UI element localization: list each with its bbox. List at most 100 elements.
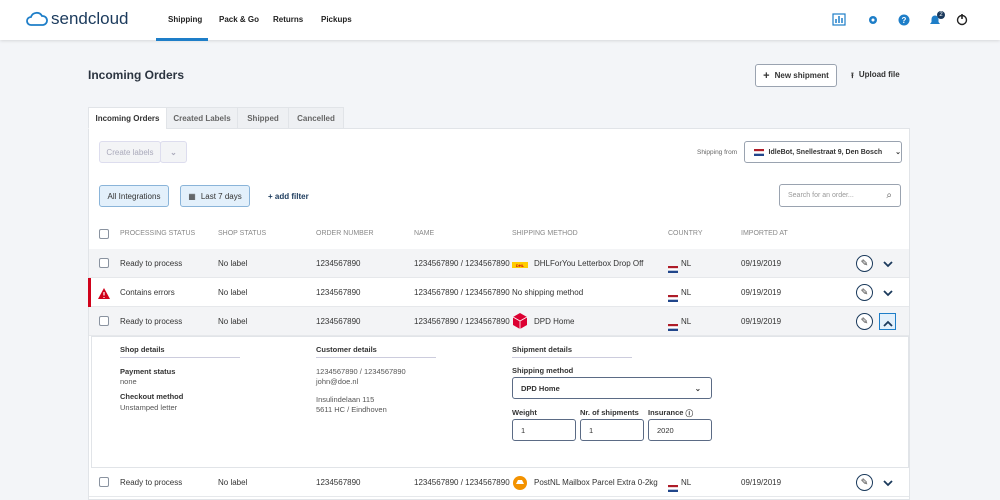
cell: No label [218,317,248,326]
section-title: Customer details [316,345,377,354]
cell: 1234567890 [316,288,361,297]
button-label: New shipment [774,71,829,80]
row-checkbox[interactable] [99,316,109,326]
logo-icon [26,11,48,26]
cell: NL [681,288,692,297]
column-header: ORDER NUMBER [316,230,374,237]
customer-line: 5611 HC / Eindhoven [316,405,387,414]
upload-file-button[interactable]: ⭱ Upload file [851,70,900,84]
weight-input[interactable]: 1 [512,419,576,441]
cell: PostNL Mailbox Parcel Extra 0-2kg [534,478,658,487]
field-label: Shipping method [512,366,574,375]
shipments-input[interactable]: 1 [580,419,644,441]
field-value: none [120,377,137,386]
label-text: Insurance [648,408,684,417]
search-placeholder: Search for an order... [788,192,854,199]
edit-button[interactable]: ✎ [856,284,873,301]
tab-active[interactable]: Incoming Orders [88,107,167,129]
cell: 1234567890 [316,317,361,326]
header-icons[interactable]: ? [832,12,982,28]
field-label: Weight [512,408,537,417]
chevron: ⌄ [694,383,701,393]
cell: No label [218,288,248,297]
table-row[interactable] [89,278,909,307]
chevron: ⌄ [895,149,901,156]
row-checkbox[interactable] [99,477,109,487]
tab[interactable]: Cancelled [288,107,344,129]
select-value: DPD Home [521,383,560,393]
nav-link[interactable]: Pack & Go [219,15,260,24]
divider [120,357,240,358]
cell: 1234567890 [316,478,361,487]
select-all-checkbox[interactable] [99,229,109,239]
cell: NL [681,478,692,487]
field-label: Nr. of shipments [580,408,639,417]
column-header: SHIPPING METHOD [512,230,578,237]
cell: NL [681,259,692,268]
expand-toggle[interactable] [879,474,896,491]
customer-line: 1234567890 / 1234567890 [316,367,406,376]
cell: Ready to process [120,478,183,487]
table-row[interactable] [89,249,909,278]
shipping-method-select[interactable]: DPD Home ⌄ [512,377,712,399]
calendar-icon: ▦ [188,191,196,201]
flag-nl [668,479,678,497]
cell: DPD Home [534,317,575,326]
tab[interactable]: Created Labels [166,107,238,129]
expand-toggle[interactable] [879,255,896,272]
info-icon[interactable]: ⓘ [685,409,693,418]
notification-badge: 2 [937,11,945,19]
create-labels-button[interactable]: Create labels [99,141,161,163]
cell: DHLForYou Letterbox Drop Off [534,259,644,268]
new-shipment-button[interactable]: + New shipment [755,64,837,87]
filter-chip[interactable]: ▦ Last 7 days [180,185,250,207]
filter-label: Last 7 days [200,191,242,201]
svg-text:DHL: DHL [516,263,525,268]
insurance-input[interactable]: 2020 [648,419,712,441]
nav-link[interactable]: Returns [273,15,304,24]
filter-chip[interactable]: All Integrations [99,185,169,207]
table-row[interactable] [89,307,909,336]
shipping-from-select[interactable]: IdleBot, Snellestraat 9, Den Bosch ⌄ [744,141,902,163]
cell: 09/19/2019 [741,317,782,326]
field-value: Unstamped letter [120,403,178,412]
nav-link[interactable]: Shipping [168,15,203,24]
expand-toggle[interactable] [879,284,896,301]
edit-button[interactable]: ✎ [856,313,873,330]
divider [316,357,436,358]
customer-line: john@doe.nl [316,377,359,386]
flag-nl [668,318,678,336]
row-checkbox[interactable] [99,258,109,268]
edit-button[interactable]: ✎ [856,255,873,272]
edit-button[interactable]: ✎ [856,474,873,491]
error-indicator [88,278,91,307]
cell: Ready to process [120,259,183,268]
cell: 1234567890 [316,259,361,268]
column-header: COUNTRY [668,230,703,237]
table-row[interactable] [89,468,909,497]
cell: 1234567890 / 1234567890 [414,317,510,326]
carrier-icon [512,312,528,335]
flag-nl [754,148,764,156]
upload-icon: ⭱ [851,71,854,80]
field-label: Checkout method [120,392,184,401]
add-filter-link[interactable]: + add filter [268,192,309,201]
section-title: Shipment details [512,345,573,354]
customer-line: Insulindelaan 115 [316,395,375,404]
expand-toggle[interactable] [879,313,896,330]
order-details-panel [91,336,909,468]
shipping-from-label: Shipping from [697,149,738,156]
flag-nl [668,260,678,278]
create-labels-dropdown[interactable]: ⌄ [160,141,187,163]
search-input[interactable]: Search for an order... ⌕ [779,184,901,207]
page-title: Incoming Orders [88,68,185,82]
logo-text[interactable]: sendcloud [51,9,129,28]
tab[interactable]: Shipped [237,107,289,129]
field-label: Payment status [120,367,176,376]
cell: No shipping method [512,288,584,297]
column-header: NAME [414,230,435,237]
nav-link[interactable]: Pickups [321,15,352,24]
divider [512,357,632,358]
